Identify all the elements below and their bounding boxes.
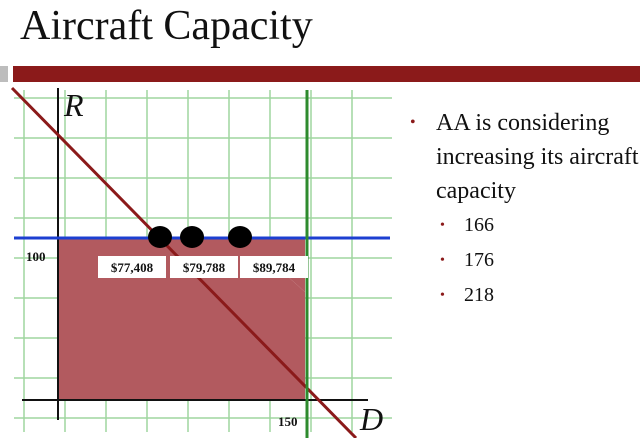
bullet-main: AA is considering increasing its aircraf… — [408, 106, 640, 313]
price-box-label: $89,784 — [253, 260, 296, 275]
capacity-diagram: $77,408 $79,788 $89,784 R D 100 150 — [10, 86, 392, 438]
capacity-point — [148, 226, 172, 248]
price-box — [170, 256, 238, 278]
price-box-label: $77,408 — [111, 260, 154, 275]
d-axis-label: D — [359, 401, 383, 437]
r-axis-label: R — [63, 87, 84, 123]
revenue-region — [58, 274, 305, 400]
r-tick-label: 100 — [26, 249, 46, 264]
title-bar — [13, 66, 640, 82]
bullet-list: AA is considering increasing its aircraf… — [408, 106, 640, 313]
capacity-item: 218 — [436, 278, 640, 313]
price-box-label: $79,788 — [183, 260, 226, 275]
price-box — [240, 256, 308, 278]
capacity-value: 166 — [464, 214, 494, 236]
capacity-value: 176 — [464, 249, 494, 271]
capacity-list: 166 176 218 — [436, 208, 640, 313]
title-bar-gray — [0, 66, 8, 82]
capacity-item: 166 — [436, 208, 640, 243]
capacity-point — [180, 226, 204, 248]
bullet-main-text: AA is considering increasing its aircraf… — [436, 110, 639, 204]
price-box — [98, 256, 166, 278]
slide-title: Aircraft Capacity — [20, 3, 313, 49]
d-tick-label: 150 — [278, 414, 298, 429]
capacity-point — [228, 226, 252, 248]
capacity-item: 176 — [436, 243, 640, 278]
capacity-value: 218 — [464, 284, 494, 306]
